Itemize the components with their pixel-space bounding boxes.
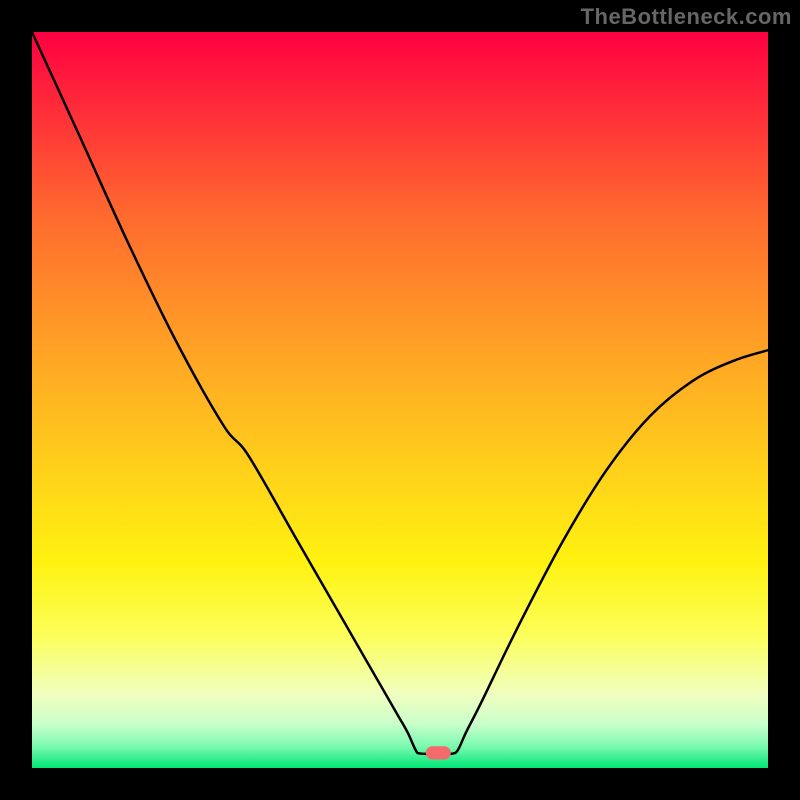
plot-gradient <box>32 32 768 768</box>
attribution-text: TheBottleneck.com <box>581 4 792 30</box>
bottleneck-marker <box>426 746 451 759</box>
bottleneck-chart <box>0 0 800 800</box>
